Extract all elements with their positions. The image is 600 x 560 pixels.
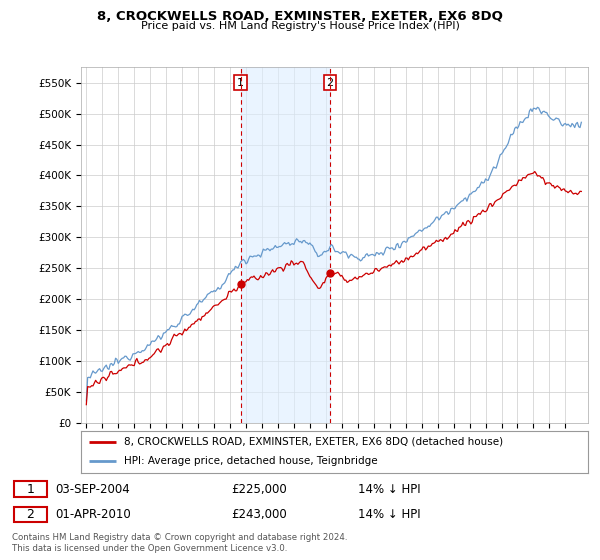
Text: Price paid vs. HM Land Registry's House Price Index (HPI): Price paid vs. HM Land Registry's House … (140, 21, 460, 31)
Text: 1: 1 (26, 483, 34, 496)
Text: 01-APR-2010: 01-APR-2010 (55, 508, 131, 521)
Text: 14% ↓ HPI: 14% ↓ HPI (358, 483, 420, 496)
FancyBboxPatch shape (14, 482, 47, 497)
FancyBboxPatch shape (14, 507, 47, 522)
Text: 2: 2 (26, 508, 34, 521)
Text: 03-SEP-2004: 03-SEP-2004 (55, 483, 130, 496)
Text: £243,000: £243,000 (231, 508, 287, 521)
Text: 2: 2 (326, 78, 334, 88)
Text: 8, CROCKWELLS ROAD, EXMINSTER, EXETER, EX6 8DQ: 8, CROCKWELLS ROAD, EXMINSTER, EXETER, E… (97, 10, 503, 23)
Text: £225,000: £225,000 (231, 483, 287, 496)
Text: 1: 1 (237, 78, 244, 88)
Text: 8, CROCKWELLS ROAD, EXMINSTER, EXETER, EX6 8DQ (detached house): 8, CROCKWELLS ROAD, EXMINSTER, EXETER, E… (124, 437, 503, 447)
Text: 14% ↓ HPI: 14% ↓ HPI (358, 508, 420, 521)
Bar (241, 67, 330, 423)
Text: Contains HM Land Registry data © Crown copyright and database right 2024.
This d: Contains HM Land Registry data © Crown c… (12, 533, 347, 553)
Text: HPI: Average price, detached house, Teignbridge: HPI: Average price, detached house, Teig… (124, 456, 378, 466)
